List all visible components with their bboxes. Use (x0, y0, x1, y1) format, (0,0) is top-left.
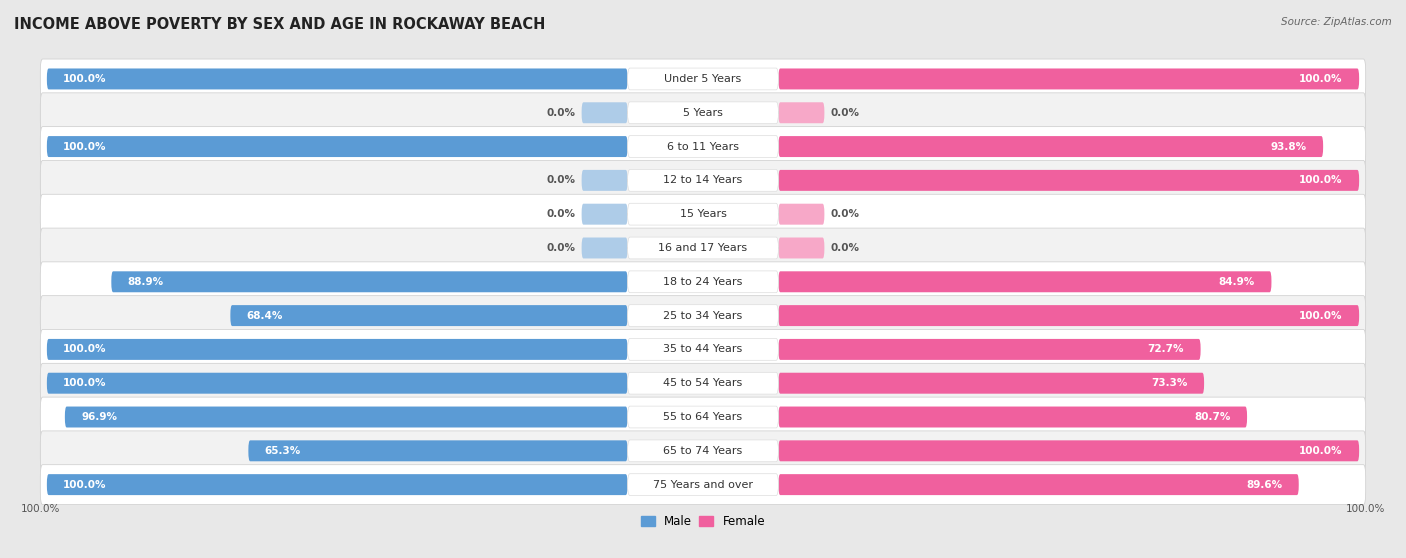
Text: 100.0%: 100.0% (1299, 446, 1343, 456)
FancyBboxPatch shape (779, 102, 824, 123)
FancyBboxPatch shape (41, 93, 1365, 133)
FancyBboxPatch shape (627, 102, 779, 124)
FancyBboxPatch shape (582, 204, 627, 225)
Text: 100.0%: 100.0% (1299, 311, 1343, 321)
FancyBboxPatch shape (627, 372, 779, 394)
Text: 73.3%: 73.3% (1152, 378, 1188, 388)
Text: 100.0%: 100.0% (1346, 504, 1385, 514)
FancyBboxPatch shape (779, 339, 1201, 360)
Text: 65 to 74 Years: 65 to 74 Years (664, 446, 742, 456)
FancyBboxPatch shape (627, 237, 779, 259)
FancyBboxPatch shape (779, 238, 824, 258)
FancyBboxPatch shape (627, 68, 779, 90)
Text: Under 5 Years: Under 5 Years (665, 74, 741, 84)
Text: 75 Years and over: 75 Years and over (652, 480, 754, 489)
FancyBboxPatch shape (779, 271, 1271, 292)
FancyBboxPatch shape (582, 102, 627, 123)
Text: 0.0%: 0.0% (546, 243, 575, 253)
Text: 18 to 24 Years: 18 to 24 Years (664, 277, 742, 287)
FancyBboxPatch shape (41, 329, 1365, 369)
FancyBboxPatch shape (627, 305, 779, 326)
Text: 68.4%: 68.4% (247, 311, 283, 321)
Text: 5 Years: 5 Years (683, 108, 723, 118)
Text: 16 and 17 Years: 16 and 17 Years (658, 243, 748, 253)
FancyBboxPatch shape (779, 373, 1204, 394)
FancyBboxPatch shape (41, 262, 1365, 302)
Text: 0.0%: 0.0% (546, 108, 575, 118)
Text: 12 to 14 Years: 12 to 14 Years (664, 175, 742, 185)
Text: 88.9%: 88.9% (128, 277, 165, 287)
Text: 35 to 44 Years: 35 to 44 Years (664, 344, 742, 354)
Text: 93.8%: 93.8% (1271, 142, 1306, 152)
Text: 6 to 11 Years: 6 to 11 Years (666, 142, 740, 152)
Text: 96.9%: 96.9% (82, 412, 117, 422)
Text: 15 Years: 15 Years (679, 209, 727, 219)
FancyBboxPatch shape (627, 406, 779, 428)
Text: 84.9%: 84.9% (1219, 277, 1256, 287)
FancyBboxPatch shape (627, 440, 779, 461)
FancyBboxPatch shape (627, 339, 779, 360)
Text: 0.0%: 0.0% (831, 209, 860, 219)
FancyBboxPatch shape (46, 69, 627, 89)
FancyBboxPatch shape (41, 465, 1365, 504)
FancyBboxPatch shape (46, 339, 627, 360)
FancyBboxPatch shape (41, 296, 1365, 335)
Text: 100.0%: 100.0% (1299, 175, 1343, 185)
FancyBboxPatch shape (627, 203, 779, 225)
Text: 100.0%: 100.0% (63, 74, 107, 84)
FancyBboxPatch shape (779, 204, 824, 225)
FancyBboxPatch shape (46, 136, 627, 157)
Text: 0.0%: 0.0% (546, 175, 575, 185)
Text: 100.0%: 100.0% (1299, 74, 1343, 84)
FancyBboxPatch shape (41, 59, 1365, 99)
Text: 65.3%: 65.3% (264, 446, 301, 456)
Text: 0.0%: 0.0% (546, 209, 575, 219)
Text: 89.6%: 89.6% (1246, 480, 1282, 489)
FancyBboxPatch shape (41, 194, 1365, 234)
Text: 0.0%: 0.0% (831, 243, 860, 253)
FancyBboxPatch shape (627, 136, 779, 157)
Text: 100.0%: 100.0% (63, 344, 107, 354)
FancyBboxPatch shape (41, 397, 1365, 437)
FancyBboxPatch shape (627, 474, 779, 496)
FancyBboxPatch shape (779, 170, 1360, 191)
Text: 0.0%: 0.0% (831, 108, 860, 118)
FancyBboxPatch shape (627, 271, 779, 293)
FancyBboxPatch shape (779, 69, 1360, 89)
FancyBboxPatch shape (41, 228, 1365, 268)
FancyBboxPatch shape (111, 271, 627, 292)
Text: INCOME ABOVE POVERTY BY SEX AND AGE IN ROCKAWAY BEACH: INCOME ABOVE POVERTY BY SEX AND AGE IN R… (14, 17, 546, 32)
FancyBboxPatch shape (582, 170, 627, 191)
FancyBboxPatch shape (41, 161, 1365, 200)
Text: 25 to 34 Years: 25 to 34 Years (664, 311, 742, 321)
FancyBboxPatch shape (779, 136, 1323, 157)
FancyBboxPatch shape (779, 474, 1299, 495)
Text: 80.7%: 80.7% (1194, 412, 1230, 422)
FancyBboxPatch shape (582, 238, 627, 258)
FancyBboxPatch shape (65, 407, 627, 427)
FancyBboxPatch shape (46, 474, 627, 495)
Text: 100.0%: 100.0% (63, 142, 107, 152)
FancyBboxPatch shape (779, 407, 1247, 427)
FancyBboxPatch shape (627, 170, 779, 191)
FancyBboxPatch shape (249, 440, 627, 461)
FancyBboxPatch shape (41, 127, 1365, 166)
FancyBboxPatch shape (779, 440, 1360, 461)
Text: Source: ZipAtlas.com: Source: ZipAtlas.com (1281, 17, 1392, 27)
Text: 100.0%: 100.0% (63, 378, 107, 388)
Text: 45 to 54 Years: 45 to 54 Years (664, 378, 742, 388)
FancyBboxPatch shape (41, 431, 1365, 471)
FancyBboxPatch shape (46, 373, 627, 394)
FancyBboxPatch shape (41, 363, 1365, 403)
Legend: Male, Female: Male, Female (636, 511, 770, 533)
FancyBboxPatch shape (231, 305, 627, 326)
Text: 72.7%: 72.7% (1147, 344, 1184, 354)
Text: 100.0%: 100.0% (21, 504, 60, 514)
Text: 55 to 64 Years: 55 to 64 Years (664, 412, 742, 422)
FancyBboxPatch shape (779, 305, 1360, 326)
Text: 100.0%: 100.0% (63, 480, 107, 489)
